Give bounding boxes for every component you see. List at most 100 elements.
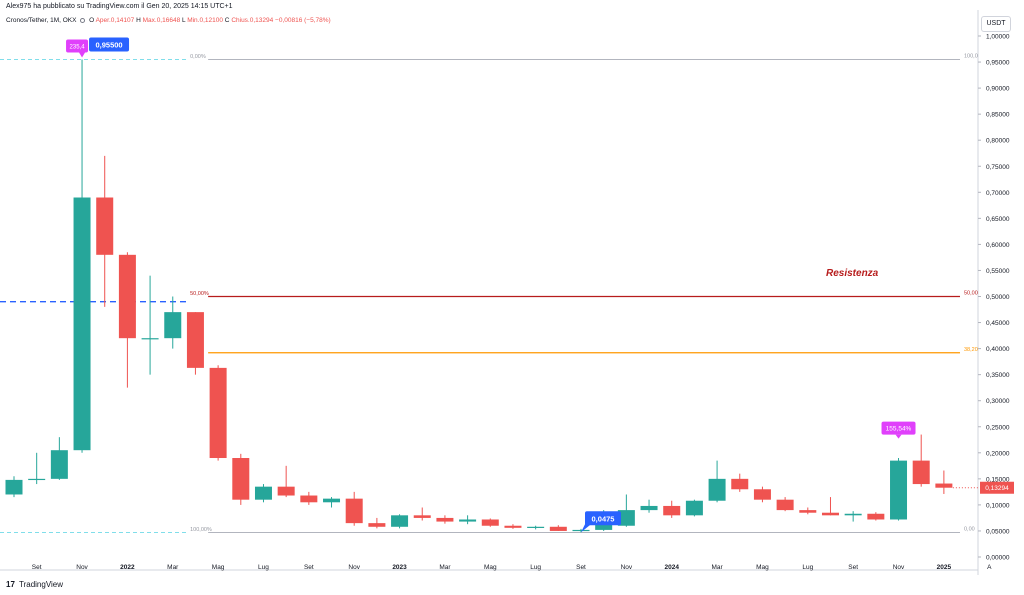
currency-selector[interactable]: USDT bbox=[981, 16, 1011, 32]
close-label: C bbox=[224, 17, 230, 24]
last-price-text: 0,13294 bbox=[985, 485, 1009, 492]
candle-body bbox=[436, 517, 454, 522]
change-value: −0,00816 (−5,78%) bbox=[275, 17, 331, 24]
candle-body bbox=[186, 312, 204, 368]
high-pct-badge bbox=[66, 39, 89, 53]
symbol-legend: Cronos/Tether, 1M, OKX O Aper.0,14107 H … bbox=[6, 17, 331, 24]
price-tick-label: 0,25000 bbox=[986, 424, 1010, 431]
brand-name: TradingView bbox=[18, 580, 64, 589]
candle-body bbox=[867, 513, 885, 520]
market-status-icon bbox=[80, 17, 86, 23]
publisher-line: Alex975 ha pubblicato su TradingView.com… bbox=[6, 3, 233, 10]
price-tick-label: 0,20000 bbox=[986, 450, 1010, 457]
candle-body bbox=[164, 312, 182, 339]
low-callout-pointer bbox=[581, 522, 591, 533]
fib-level-right-label: 0,00 bbox=[964, 527, 975, 533]
price-tick-label: 0,40000 bbox=[986, 346, 1010, 353]
time-tick-label: Nov bbox=[348, 564, 360, 571]
candle-body bbox=[844, 513, 862, 516]
candle-body bbox=[5, 479, 23, 495]
last-price-tag bbox=[980, 481, 1014, 494]
price-tick-label: 0,90000 bbox=[986, 86, 1010, 93]
candle-body bbox=[345, 498, 363, 524]
candle-body bbox=[640, 505, 658, 511]
candle-body bbox=[118, 254, 136, 339]
candle-body bbox=[481, 519, 499, 526]
high-callout bbox=[89, 37, 130, 52]
recent-pct-badge bbox=[881, 421, 916, 435]
time-tick-label: Nov bbox=[621, 564, 633, 571]
price-tick-label: 0,15000 bbox=[986, 476, 1010, 483]
tradingview-logo-icon: 17 bbox=[6, 580, 15, 589]
price-tick-label: 0,65000 bbox=[986, 216, 1010, 223]
price-tick-label: 0,30000 bbox=[986, 398, 1010, 405]
price-tick-label: 0,35000 bbox=[986, 372, 1010, 379]
high-value: Max.0,16648 bbox=[142, 17, 181, 24]
fib-level-label: 0,00% bbox=[190, 54, 206, 60]
time-tick-label: 2025 bbox=[937, 564, 952, 571]
fib-level-right-label: 100,0 bbox=[964, 53, 978, 59]
candle-body bbox=[50, 450, 68, 479]
price-tick-label: 0,10000 bbox=[986, 502, 1010, 509]
price-tick-label: 0,75000 bbox=[986, 164, 1010, 171]
recent-pct-text: 155,54% bbox=[886, 426, 912, 433]
high-callout-text: 0,95500 bbox=[95, 40, 122, 49]
candle-body bbox=[799, 510, 817, 513]
time-tick-label: Set bbox=[576, 564, 586, 571]
candle-body bbox=[776, 499, 794, 511]
price-tick-label: 0,00000 bbox=[986, 555, 1010, 562]
price-tick-label: 0,80000 bbox=[986, 138, 1010, 145]
time-tick-label: 2023 bbox=[392, 564, 407, 571]
tradingview-brand[interactable]: 17 TradingView bbox=[6, 580, 63, 589]
candle-body bbox=[459, 519, 477, 522]
candle-body bbox=[28, 478, 46, 481]
candle-body bbox=[708, 478, 726, 501]
price-tick-label: 0,85000 bbox=[986, 112, 1010, 119]
time-tick-label: Nov bbox=[893, 564, 905, 571]
candle-body bbox=[935, 483, 953, 488]
candle-body bbox=[912, 460, 930, 485]
candle-body bbox=[572, 529, 590, 532]
time-tick-label: Mar bbox=[167, 564, 179, 571]
time-tick-label: Nov bbox=[76, 564, 88, 571]
time-tick-label: Lug bbox=[802, 564, 813, 571]
resistance-label: Resistenza bbox=[826, 268, 879, 279]
candle-body bbox=[277, 486, 295, 496]
recent-pct-pointer bbox=[895, 434, 902, 439]
candle-body bbox=[209, 367, 227, 459]
high-pct-text: 235,4 bbox=[70, 44, 86, 50]
candle-body bbox=[527, 526, 545, 528]
price-tick-label: 0,55000 bbox=[986, 268, 1010, 275]
candle-body bbox=[617, 510, 635, 526]
time-tick-label: Mar bbox=[439, 564, 451, 571]
candle-body bbox=[232, 458, 250, 500]
low-label: L bbox=[182, 17, 186, 24]
price-tick-label: 0,45000 bbox=[986, 320, 1010, 327]
fib-level-right-label: 50,00 bbox=[964, 291, 978, 297]
candle-body bbox=[73, 197, 91, 451]
candle-body bbox=[890, 460, 908, 520]
candle-body bbox=[731, 478, 749, 490]
time-tick-label: Set bbox=[304, 564, 314, 571]
candle-body bbox=[323, 498, 341, 503]
time-tick-label: Mar bbox=[711, 564, 723, 571]
time-tick-label: A bbox=[987, 564, 992, 571]
open-label: O bbox=[89, 17, 95, 24]
fib-level-label: 100,00% bbox=[190, 527, 212, 533]
time-tick-label: Set bbox=[848, 564, 858, 571]
price-tick-label: 0,70000 bbox=[986, 190, 1010, 197]
candle-body bbox=[413, 515, 431, 518]
symbol-name[interactable]: Cronos/Tether, 1M, OKX bbox=[6, 17, 77, 24]
close-value: Chius.0,13294 bbox=[231, 17, 274, 24]
time-tick-label: 2024 bbox=[664, 564, 679, 571]
candle-body bbox=[96, 197, 114, 255]
candle-body bbox=[504, 525, 522, 528]
price-tick-label: 0,50000 bbox=[986, 294, 1010, 301]
price-tick-label: 0,05000 bbox=[986, 528, 1010, 535]
candle-body bbox=[368, 523, 386, 527]
time-tick-label: Mag bbox=[756, 564, 769, 571]
candle-body bbox=[753, 489, 771, 500]
candle-body bbox=[141, 338, 159, 340]
candle-body bbox=[663, 505, 681, 516]
